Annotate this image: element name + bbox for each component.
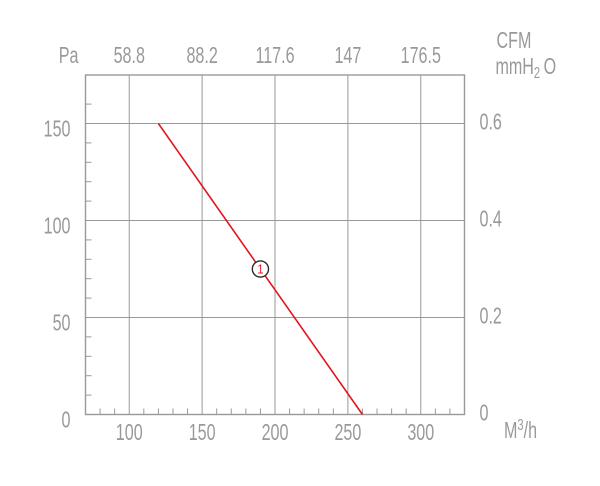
svg-text:50: 50 [53,311,71,336]
svg-text:0: 0 [62,408,71,433]
svg-text:147: 147 [334,43,361,68]
svg-text:0.2: 0.2 [480,304,502,329]
svg-text:100: 100 [44,214,71,239]
svg-text:117.6: 117.6 [255,43,294,68]
svg-text:1: 1 [257,262,263,277]
svg-text:250: 250 [334,420,361,445]
svg-text:0.4: 0.4 [480,207,502,232]
svg-text:300: 300 [407,420,434,445]
svg-text:0.6: 0.6 [480,110,502,135]
svg-text:CFM: CFM [497,28,532,53]
svg-text:M3/h: M3/h [504,415,537,444]
svg-text:150: 150 [44,117,71,142]
svg-text:150: 150 [189,420,216,445]
svg-text:176.5: 176.5 [401,43,441,68]
svg-text:Pa: Pa [59,43,79,68]
svg-text:88.2: 88.2 [186,43,217,68]
svg-text:0: 0 [480,401,489,426]
svg-text:100: 100 [116,420,143,445]
svg-text:58.8: 58.8 [114,43,145,68]
svg-text:200: 200 [262,420,289,445]
